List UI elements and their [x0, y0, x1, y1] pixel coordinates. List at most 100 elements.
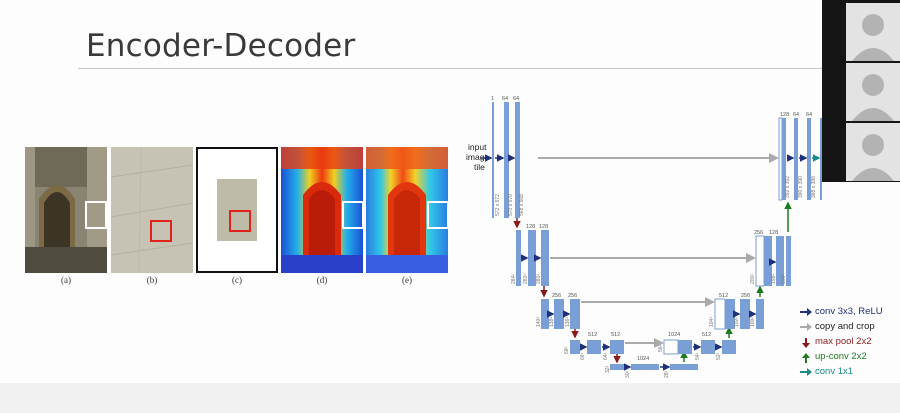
sz-l3-a: 140² — [536, 317, 542, 327]
fmap-d4-crop — [663, 339, 679, 355]
sz-l2-b: 282² — [523, 274, 529, 284]
caption-a: (a) — [61, 275, 71, 285]
depth-figure: (a) (b) (c) (d) (e) — [25, 147, 485, 287]
legend-conv1x1-label: conv 1x1 — [815, 366, 854, 377]
ch-l1-c: 64 — [513, 96, 519, 102]
fmap-l2-conv1 — [528, 230, 536, 286]
unet-diagram: input image tile 1 64 64 572 x 572 570 x… — [466, 96, 822, 378]
sz-l3-b: 138² — [549, 317, 555, 327]
panel-c-crop — [196, 147, 278, 273]
ch-l2-a: 128 — [526, 224, 535, 230]
ch-l1-b: 64 — [502, 96, 508, 102]
sz-d4-c: 52² — [716, 352, 722, 360]
sz-d1-c: 388 x 388 — [811, 176, 817, 198]
ch-d1-b: 64 — [793, 112, 799, 118]
sz-l2-a: 284² — [511, 274, 517, 284]
panel-b-wall — [111, 147, 193, 273]
fmap-d3-conv1 — [740, 299, 750, 329]
avatar-icon — [846, 123, 900, 181]
ch-d3-b: 256 — [741, 293, 750, 299]
legend-maxpool: max pool 2x2 — [800, 336, 900, 350]
sz-d4-b: 54² — [695, 352, 701, 360]
avatar-icon — [846, 3, 900, 61]
fmap-d2-conv2 — [786, 236, 791, 286]
sz-l1-b: 570 x 570 — [508, 194, 514, 216]
avatar-icon — [846, 63, 900, 121]
ch-d3-a: 512 — [719, 293, 728, 299]
sz-d4-a: 56² — [658, 344, 664, 352]
fmap-l1-conv1 — [504, 102, 509, 218]
ch-d2-b: 128 — [769, 230, 778, 236]
caption-c: (c) — [232, 275, 242, 285]
sz-l5-a: 32² — [605, 365, 611, 373]
sz-d2-c: 196² — [781, 274, 787, 284]
ch-d2-a: 256 — [754, 230, 763, 236]
caption-e: (e) — [402, 275, 412, 285]
fmap-d4-conv1 — [701, 340, 715, 354]
ch-d4-a: 1024 — [668, 332, 680, 338]
arrow-right-icon — [800, 323, 812, 331]
sz-l4-a: 68² — [564, 346, 570, 354]
fmap-d1-crop — [778, 117, 783, 201]
title-divider — [78, 68, 838, 69]
input-label-line-2: image — [466, 152, 489, 162]
participant-tile-3[interactable] — [846, 123, 900, 181]
legend-upconv-label: up-conv 2x2 — [815, 351, 867, 362]
ch-l3-b: 256 — [568, 293, 577, 299]
legend-maxpool-label: max pool 2x2 — [815, 336, 872, 347]
unet-legend: conv 3x3, ReLU copy and crop max pool 2x… — [800, 306, 900, 381]
caption-d: (d) — [316, 275, 328, 285]
fmap-d3-crop — [714, 298, 726, 330]
fmap-l1-input — [492, 102, 494, 218]
input-label-line-3: tile — [474, 162, 485, 172]
ch-l3-a: 256 — [552, 293, 561, 299]
fmap-l1-conv2 — [515, 102, 520, 218]
arrow-up-icon — [802, 353, 810, 363]
bottom-bar — [0, 383, 900, 413]
fmap-d1-conv1 — [794, 118, 798, 200]
arrow-right-icon — [800, 368, 812, 376]
fmap-l5-conv1 — [631, 364, 659, 370]
fmap-d1-conv2 — [807, 118, 811, 200]
sz-l1-a: 572 x 572 — [495, 194, 501, 216]
slide-title: Encoder-Decoder — [86, 28, 356, 64]
sz-l5-b: 30² — [625, 370, 631, 378]
fmap-d2-conv1 — [776, 236, 784, 286]
participant-tile-2[interactable] — [846, 63, 900, 121]
ch-l4-b: 512 — [611, 332, 620, 338]
legend-conv1x1: conv 1x1 — [800, 366, 900, 380]
sz-d2-b: 198² — [771, 274, 777, 284]
sz-d3-b: 102² — [734, 317, 740, 327]
fmap-l4-conv2 — [610, 340, 624, 354]
fmap-l2-conv2 — [541, 230, 549, 286]
panel-a-photo — [25, 147, 107, 273]
caption-b: (b) — [146, 275, 158, 285]
arrow-down-icon — [802, 338, 810, 348]
fmap-l4-pool — [570, 340, 580, 354]
fmap-l3-pool — [541, 299, 549, 329]
fmap-d3-up — [725, 299, 735, 329]
sz-l5-c: 28² — [664, 370, 670, 378]
participant-tile-1[interactable] — [846, 3, 900, 61]
ch-d4-b: 512 — [702, 332, 711, 338]
fmap-d3-conv2 — [756, 299, 764, 329]
legend-conv-label: conv 3x3, ReLU — [815, 306, 883, 317]
fmap-l3-conv2 — [570, 299, 580, 329]
fmap-d1-up — [782, 118, 786, 200]
legend-copy-label: copy and crop — [815, 321, 875, 332]
fmap-d2-crop — [755, 235, 765, 287]
legend-copy: copy and crop — [800, 321, 900, 335]
sz-l4-b: 66² — [580, 352, 586, 360]
fmap-d4-up — [678, 340, 692, 354]
legend-upconv: up-conv 2x2 — [800, 351, 900, 365]
sz-l4-c: 64² — [603, 352, 609, 360]
sz-d1-a: 392 x 392 — [785, 176, 791, 198]
fmap-l4-conv1 — [587, 340, 601, 354]
sz-l1-c: 568 x 568 — [519, 194, 525, 216]
arrow-right-icon — [800, 308, 812, 316]
fmap-d4-conv2 — [722, 340, 736, 354]
sz-d1-b: 390 x 390 — [798, 176, 804, 198]
fmap-d2-up — [764, 236, 772, 286]
sz-d3-c: 100² — [750, 317, 756, 327]
fmap-l5-conv2 — [670, 364, 698, 370]
